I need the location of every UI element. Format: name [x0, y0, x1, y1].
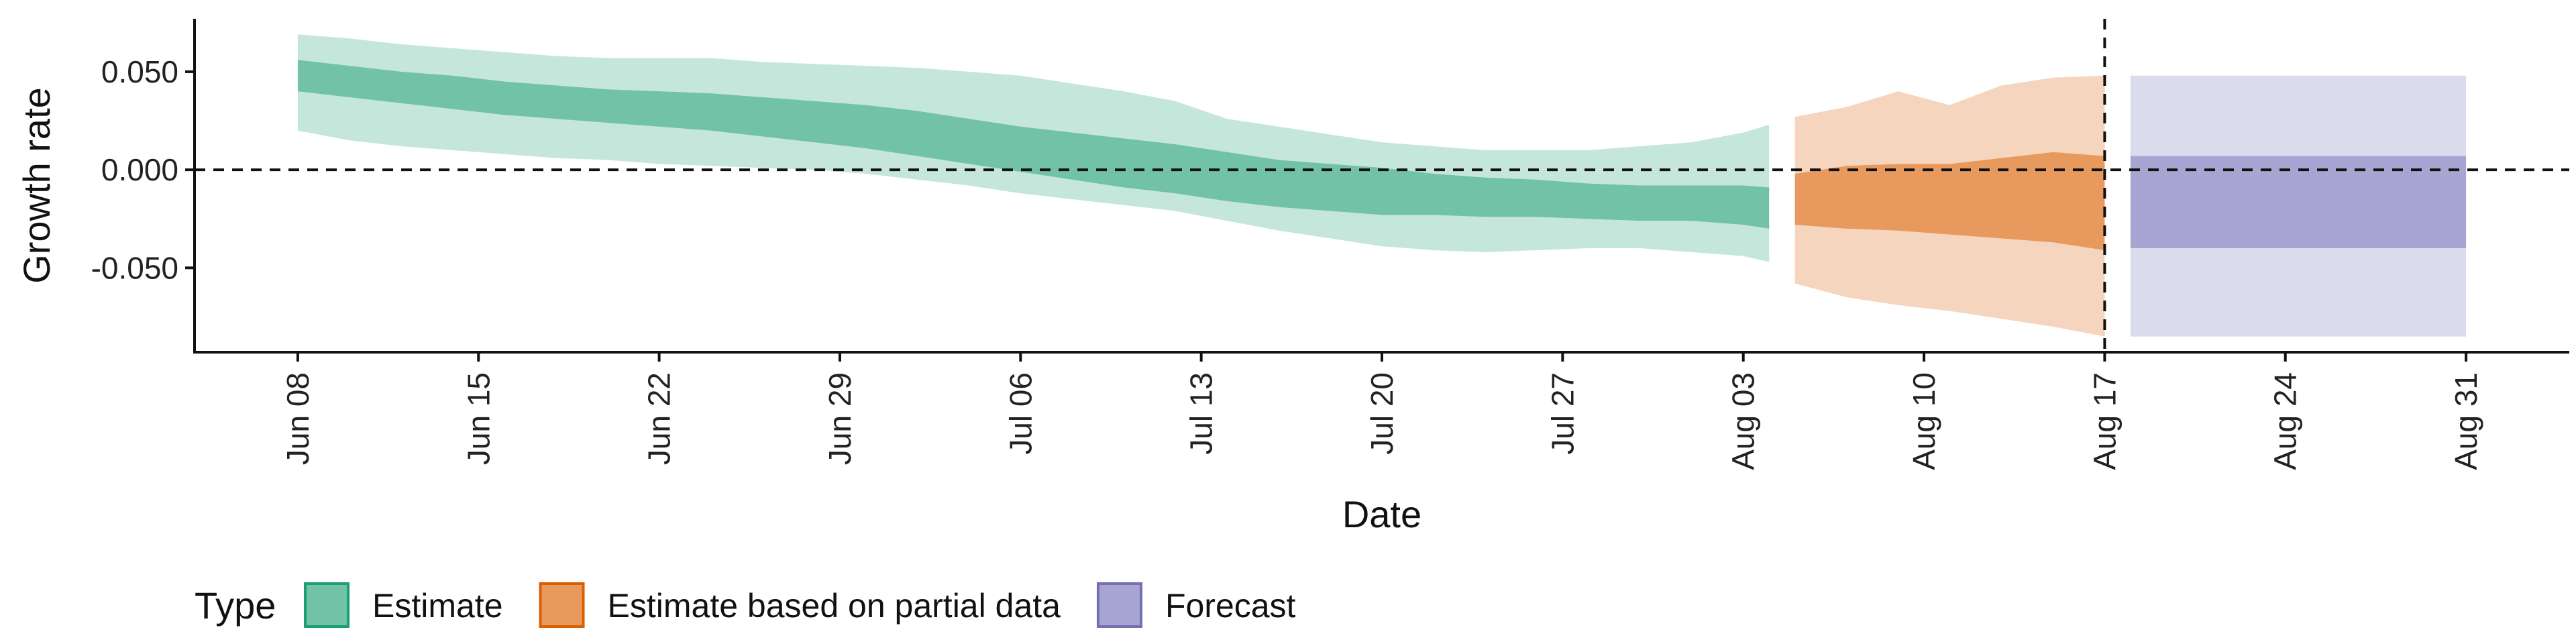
x-tick-label: Aug 17 [2087, 372, 2122, 470]
x-tick-label: Jul 13 [1184, 372, 1219, 455]
x-tick-label: Jun 15 [461, 372, 496, 465]
x-tick-label: Aug 10 [1907, 372, 1941, 470]
x-tick-label: Jul 20 [1364, 372, 1399, 455]
x-tick-label: Jul 27 [1545, 372, 1580, 455]
x-tick-label: Jun 22 [642, 372, 677, 465]
uncertainty-bands [297, 34, 2467, 337]
legend-label-estimate-based-on-partial-data: Estimate based on partial data [608, 587, 1061, 625]
legend-key-estimate-based-on-partial-data [539, 582, 585, 628]
x-axis-title: Date [1342, 493, 1421, 535]
x-tick-label: Jun 29 [822, 372, 857, 465]
estimate-inner-band [297, 60, 1770, 229]
forecast-inner-band [2130, 156, 2467, 249]
x-tick-label: Aug 03 [1726, 372, 1761, 470]
axes: 0.050 0.000 -0.050 Jun 08 Jun 15 Jun 22 Jun 29… [15, 19, 2569, 535]
y-tick-label: 0.000 [101, 152, 178, 187]
legend-title: Type [195, 584, 276, 627]
reference-lines [195, 19, 2569, 352]
legend: Type Estimate Estimate based on partial da… [195, 582, 1296, 628]
x-tick-label: Aug 31 [2449, 372, 2483, 470]
legend-key-estimate [304, 582, 350, 628]
y-tick-label: -0.050 [91, 250, 178, 285]
estimate-based-on-partial-data-inner-band [1794, 152, 2105, 250]
x-tick-label: Aug 24 [2268, 372, 2303, 470]
legend-key-forecast [1096, 582, 1142, 628]
y-axis-title: Growth rate [15, 87, 58, 284]
x-tick-label: Jul 06 [1003, 372, 1038, 455]
y-tick-label: 0.050 [101, 54, 178, 89]
legend-label-estimate: Estimate [372, 587, 503, 625]
x-tick-label: Jun 08 [280, 372, 315, 465]
legend-label-forecast: Forecast [1165, 587, 1296, 625]
